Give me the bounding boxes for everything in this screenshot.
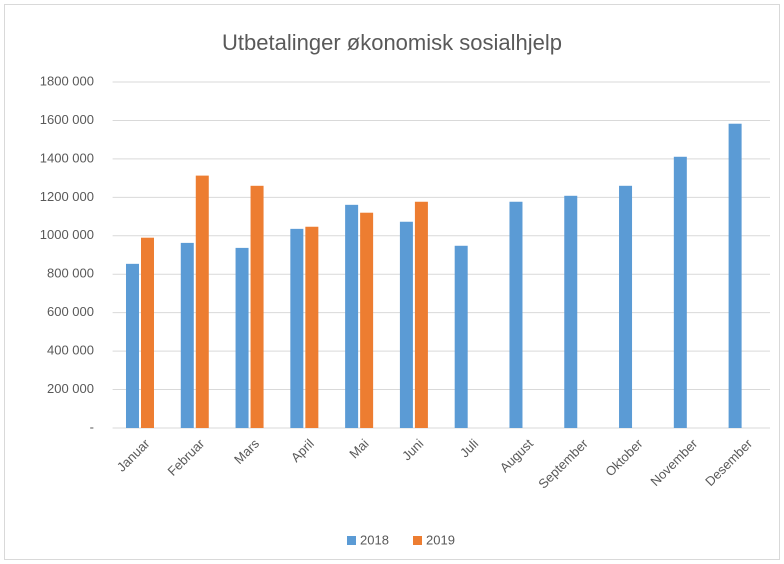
y-tick-label: 1200 000 — [40, 189, 94, 204]
bar — [195, 175, 209, 428]
y-tick-label: 1600 000 — [40, 112, 94, 127]
y-tick-label: 800 000 — [47, 266, 94, 281]
bar — [250, 185, 264, 428]
y-tick-label: 600 000 — [47, 304, 94, 319]
bar — [180, 242, 194, 428]
bar — [345, 204, 359, 428]
bar — [619, 185, 633, 428]
bar — [414, 201, 428, 428]
bar — [235, 247, 249, 428]
bar — [125, 263, 139, 428]
bar — [454, 245, 468, 428]
bar — [564, 195, 578, 428]
bar — [509, 201, 523, 428]
y-tick-label: 1800 000 — [40, 73, 94, 88]
y-tick-label: 1000 000 — [40, 227, 94, 242]
y-tick-label: 400 000 — [47, 343, 94, 358]
y-tick-label: 200 000 — [47, 381, 94, 396]
bar — [305, 226, 319, 428]
chart-title: Utbetalinger økonomisk sosialhjelp — [222, 30, 562, 55]
bar — [140, 237, 154, 428]
legend-swatch — [347, 536, 356, 545]
legend-swatch — [413, 536, 422, 545]
legend-label: 2019 — [426, 532, 455, 547]
bar — [399, 221, 413, 428]
y-tick-label: 1400 000 — [40, 150, 94, 165]
bar — [728, 123, 742, 428]
bar — [290, 228, 304, 428]
bar — [673, 156, 687, 428]
legend-label: 2018 — [360, 532, 389, 547]
y-tick-label: - — [90, 419, 94, 434]
bar — [360, 212, 374, 428]
